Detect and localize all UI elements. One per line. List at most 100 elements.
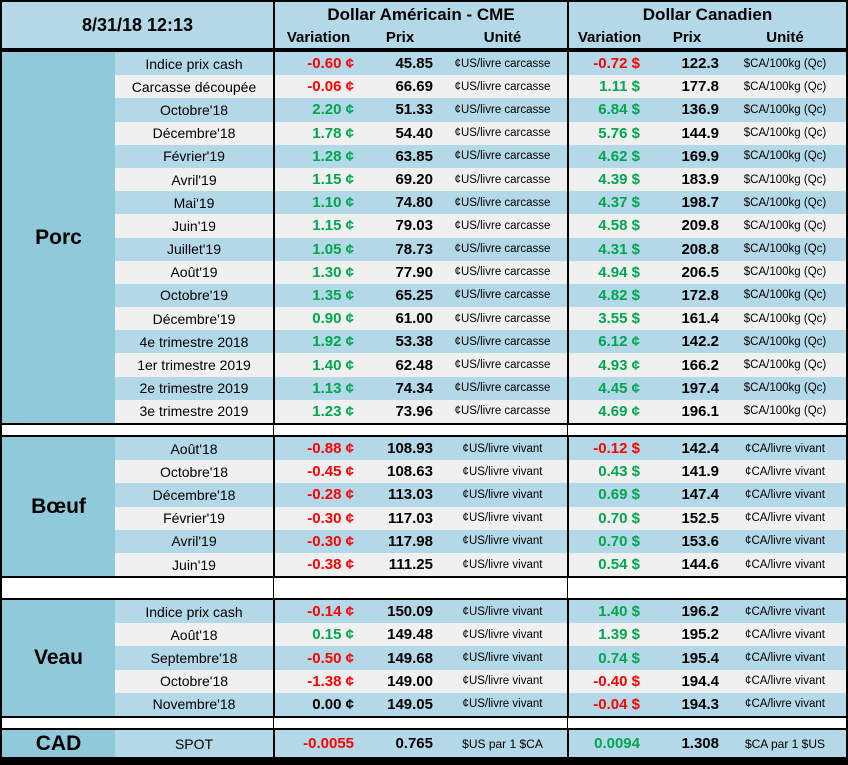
cell-ca-price: 196.1 (681, 402, 719, 420)
cell-ca-unit: $CA/100kg (Qc) (743, 127, 827, 140)
cell-contract-label: Novembre'18 (152, 696, 236, 713)
cell-us-price: 117.03 (387, 509, 433, 527)
cell-contract-label: SPOT (174, 735, 214, 752)
cell-contract-label: Août'18 (170, 440, 218, 457)
cell-us-variation: 1.15 ¢ (273, 214, 362, 238)
section-veau: Veau Indice prix cash -0.14 ¢ 150.09 ¢US/liv… (2, 598, 846, 719)
cell-contract-label: Décembre'18 (152, 125, 236, 142)
cell-ca-price: 122.3 (681, 55, 719, 73)
cell-contract-label: Juillet'19 (166, 241, 222, 258)
cell-us-variation: 1.78 ¢ (273, 121, 362, 145)
table-row: Octobre'18 2.20 ¢ 51.33 ¢US/livre carcasse 6… (115, 98, 846, 122)
cell-us-variation: 0.00 ¢ (273, 692, 362, 717)
cell-ca-variation: 1.39 $ (567, 623, 650, 647)
cell-us-price: 61.00 (395, 310, 433, 328)
cell-ca-variation: 5.76 $ (567, 121, 650, 145)
cell-ca-unit: ¢CA/livre vivant (745, 605, 825, 618)
cell-contract-label: Février'19 (163, 510, 225, 527)
cell-us-price: 77.90 (395, 263, 433, 281)
table-row: Juin'19 -0.38 ¢ 111.25 ¢US/livre vivant 0.54… (115, 552, 846, 577)
ca-col-prix: Prix (672, 29, 702, 46)
cell-ca-price: 142.2 (681, 333, 719, 351)
table-row: Novembre'18 0.00 ¢ 149.05 ¢US/livre vivant -… (115, 692, 846, 717)
cell-us-unit: ¢US/livre carcasse (454, 312, 551, 325)
cell-ca-variation: 3.55 $ (567, 307, 650, 331)
ca-dollar-group-header: Dollar Canadien Variation Prix Unité (567, 2, 846, 48)
cell-ca-unit: $CA/100kg (Qc) (743, 335, 827, 348)
cell-us-variation: -0.38 ¢ (273, 552, 362, 577)
cell-contract-label: 4e trimestre 2018 (139, 333, 249, 350)
cell-us-price: 117.98 (387, 532, 433, 550)
cell-contract-label: Août'18 (170, 626, 218, 643)
cell-ca-price: 198.7 (681, 194, 719, 212)
cell-us-unit: ¢US/livre carcasse (454, 103, 551, 116)
cell-ca-variation: 0.43 $ (567, 460, 650, 484)
cell-us-unit: ¢US/livre vivant (462, 442, 543, 455)
cell-ca-variation: 4.93 ¢ (567, 353, 650, 377)
cell-ca-price: 195.4 (681, 649, 719, 667)
cell-ca-price: 147.4 (681, 486, 719, 504)
table-row: 1er trimestre 2019 1.40 ¢ 62.48 ¢US/livre c… (115, 353, 846, 377)
ca-col-unite: Unité (766, 29, 804, 46)
cell-contract-label: Juin'19 (172, 556, 216, 573)
cell-us-unit: ¢US/livre vivant (462, 535, 543, 548)
cell-ca-unit: $CA/100kg (Qc) (743, 312, 827, 325)
table-header: 8/31/18 12:13 Dollar Américain - CME Var… (2, 2, 846, 50)
cell-us-unit: ¢US/livre carcasse (454, 359, 551, 372)
table-row: Carcasse découpée -0.06 ¢ 66.69 ¢US/livre c… (115, 75, 846, 99)
cell-us-unit: ¢US/livre carcasse (454, 405, 551, 418)
cell-us-variation: 1.30 ¢ (273, 260, 362, 284)
cell-ca-variation: 4.39 $ (567, 167, 650, 192)
section-porc: Porc Indice prix cash -0.60 ¢ 45.85 ¢US/livr… (2, 50, 846, 425)
table-row-cad: SPOT -0.0055 0.765 $US par 1 $CA 0.0094 … (115, 730, 846, 757)
cell-ca-price: 206.5 (681, 263, 719, 281)
us-group-title: Dollar Américain - CME (327, 4, 515, 24)
cell-ca-unit: $CA/100kg (Qc) (743, 173, 827, 186)
cell-contract-label: Octobre'18 (159, 101, 229, 118)
cell-contract-label: Indice prix cash (145, 55, 243, 72)
cell-us-unit: ¢US/livre carcasse (454, 335, 551, 348)
cell-us-variation: 1.10 ¢ (273, 191, 362, 215)
cell-ca-price: 161.4 (681, 310, 719, 328)
cell-ca-unit: $CA/100kg (Qc) (743, 150, 827, 163)
cell-contract-label: 2e trimestre 2019 (139, 380, 249, 397)
cell-contract-label: Avril'19 (171, 171, 217, 188)
cell-ca-variation: 4.31 $ (567, 237, 650, 261)
table-row: Août'18 -0.88 ¢ 108.93 ¢US/livre vivant -0.1… (115, 436, 846, 461)
table-row: 3e trimestre 2019 1.23 ¢ 73.96 ¢US/livre ca… (115, 399, 846, 423)
cell-ca-unit: $CA/100kg (Qc) (743, 405, 827, 418)
cell-us-variation: -0.28 ¢ (273, 483, 362, 507)
us-subheaders: Variation Prix Unité (275, 27, 567, 48)
cell-us-unit: ¢US/livre carcasse (454, 173, 551, 186)
table-row: Juillet'19 1.05 ¢ 78.73 ¢US/livre carcasse 4… (115, 237, 846, 261)
us-col-unite: Unité (483, 29, 522, 46)
cell-us-unit: ¢US/livre vivant (462, 675, 543, 688)
cell-contract-label: Avril'19 (171, 533, 217, 550)
cell-contract-label: 3e trimestre 2019 (139, 403, 249, 420)
cell-ca-price: 153.6 (681, 532, 719, 550)
cell-ca-price: 136.9 (681, 101, 719, 119)
table-row: Indice prix cash -0.60 ¢ 45.85 ¢US/livre ca… (115, 52, 846, 76)
cell-ca-price: 172.8 (681, 286, 719, 304)
table-row: Octobre'18 -1.38 ¢ 149.00 ¢US/livre vivant -… (115, 669, 846, 693)
cell-us-variation: -0.50 ¢ (273, 646, 362, 670)
cell-ca-price: 195.2 (681, 626, 719, 644)
cell-ca-price: 196.2 (681, 603, 719, 621)
cell-ca-price: 152.5 (681, 509, 719, 527)
cell-us-variation: 1.92 ¢ (273, 330, 362, 354)
cell-us-price: 51.33 (395, 101, 433, 119)
us-col-variation: Variation (286, 29, 351, 46)
cell-us-unit: ¢US/livre carcasse (454, 150, 551, 163)
cell-us-unit: ¢US/livre vivant (462, 698, 543, 711)
cell-us-unit: ¢US/livre carcasse (454, 127, 551, 140)
cell-ca-price: 141.9 (681, 463, 719, 481)
us-dollar-group-header: Dollar Américain - CME Variation Prix Un… (273, 2, 567, 48)
cell-us-price: 79.03 (395, 217, 433, 235)
table-row: Avril'19 1.15 ¢ 69.20 ¢US/livre carcasse 4.3… (115, 167, 846, 192)
cell-us-price: 111.25 (388, 556, 433, 574)
category-label: Veau (2, 600, 115, 717)
table-row: Indice prix cash -0.14 ¢ 150.09 ¢US/livre v… (115, 600, 846, 624)
cell-ca-variation: 4.37 $ (567, 191, 650, 215)
cell-us-unit: ¢US/livre vivant (462, 652, 543, 665)
